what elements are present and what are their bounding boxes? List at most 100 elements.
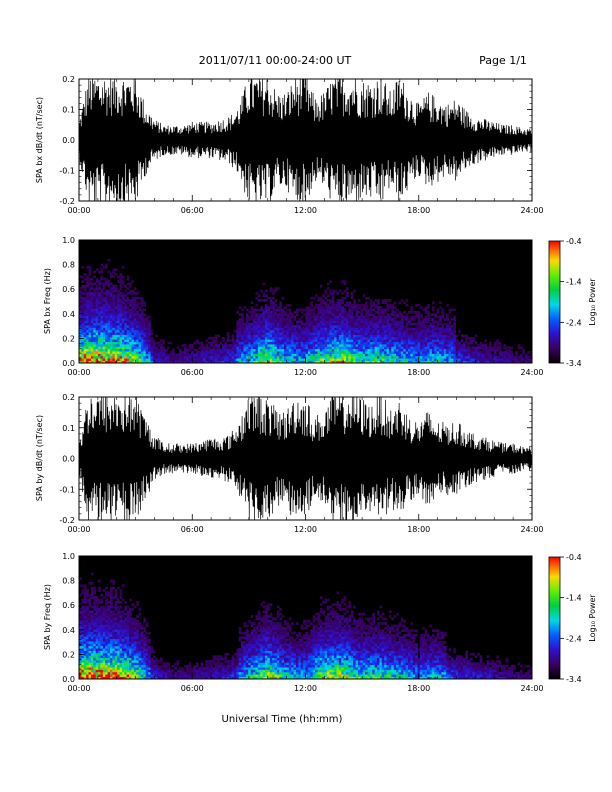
bx-spectrogram-cell [412,339,416,343]
bx-spectrogram-cell [124,313,127,316]
bx-spectrogram-cell [405,339,409,343]
by-spectrogram-cell [98,598,101,602]
bx-spectrogram-cell [393,325,397,328]
bx-spectrogram-cell [133,353,137,357]
bx-spectrogram-cell [236,310,240,314]
by-spectrogram-cell [109,664,113,668]
bx-spectrogram-cell [412,353,416,357]
bx-spectrogram-cell [365,327,368,331]
bx-spectrogram-cell [310,348,313,352]
by-spectrogram-cell [148,674,151,677]
bx-spectrogram-cell [269,329,273,333]
bx-spectrogram-cell [107,318,111,321]
bx-spectrogram-cell [150,351,154,354]
bx-spectrogram-cell [143,348,147,352]
by-spectrogram-cell [138,636,142,640]
bx-spectrogram-cell [346,360,349,364]
bx-spectrogram-cell [412,332,416,335]
bx-spectrogram-cell [193,360,197,364]
bx-spectrogram-cell [439,355,442,359]
bx-spectrogram-cell [334,310,337,314]
bx-spectrogram-cell [119,360,123,364]
bx-spectrogram-cell [434,346,437,350]
bx-spectrogram-cell [460,360,464,364]
bx-spectrogram-cell [343,351,347,354]
bx-spectrogram-cell [369,336,373,340]
bx-spectrogram-cell [121,313,125,316]
bx-spectrogram-cell [274,287,278,290]
bx-spectrogram-cell [479,358,483,361]
bx-spectrogram-cell [169,353,173,357]
bx-spectrogram-cell [90,294,94,298]
by-spectrogram-cell [83,608,87,611]
bx-spectrogram-cell [291,353,294,357]
bx-spectrogram-cell [427,306,430,309]
bx-spectrogram-cell [431,351,435,354]
bx-spectrogram-cell [319,299,323,302]
bx-spectrogram-cell [400,341,404,345]
bx-spectrogram-cell [391,355,395,359]
bx-spectrogram-cell [112,334,116,338]
bx-spectrogram-cell [295,336,299,340]
bx-spectrogram-cell [360,303,364,307]
bx-spectrogram-cell [279,336,282,340]
bx-spectrogram-cell [129,315,132,319]
bx-spectrogram-cell [408,334,411,338]
bx-spectrogram-cell [279,341,282,345]
bx-spectrogram-cell [310,341,313,345]
bx-spectrogram-cell [107,296,111,300]
by-spectrogram-cell [133,626,137,630]
bx-spectrogram-cell [286,308,290,312]
by-spectrogram-cell [117,655,120,659]
by-spectrogram-cell [119,671,123,675]
by-spectrogram-cell [129,636,132,640]
by-spectrogram-cell [121,671,125,675]
bx-spectrogram-cell [202,358,206,361]
bx-spectrogram-cell [272,289,275,293]
bx-spectrogram-cell [274,322,278,326]
bx-spectrogram-cell [458,353,461,357]
bx-spectrogram-cell [272,332,275,335]
by-spectrogram-cell [119,662,123,666]
bx-spectrogram-cell [243,332,247,335]
bx-spectrogram-cell [369,301,373,305]
bx-spectrogram-cell [305,306,309,309]
bx-spectrogram-cell [279,318,282,321]
by-spectrogram-cell [148,638,151,642]
by-spectrogram-cell [105,660,108,663]
bx-spectrogram-cell [121,329,125,333]
bx-spectrogram-cell [315,322,318,326]
bx-spectrogram-cell [441,315,445,319]
by-spectrogram-cell [81,591,85,595]
by-spectrogram-cell [86,650,89,654]
bx-spectrogram-cell [257,358,261,361]
by-spectrogram-cell [138,667,142,670]
bx-spectrogram-cell [224,348,228,352]
bx-spectrogram-cell [317,310,321,314]
bx-spectrogram-cell [238,353,242,357]
by-spectrogram-cell [136,657,139,661]
by-spectrogram-cell [88,652,92,656]
bx-spectrogram-cell [105,318,108,321]
bx-spectrogram-cell [303,332,306,335]
bx-spectrogram-cell [424,332,428,335]
bx-spectrogram-cell [88,266,92,269]
bx-spectrogram-cell [388,329,392,333]
bx-spectrogram-cell [95,296,99,300]
bx-spectrogram-cell [439,322,442,326]
bx-spectrogram-cell [388,332,392,335]
by-spectrogram-cell [109,591,113,595]
bx-spectrogram-cell [400,322,404,326]
bx-spectrogram-cell [367,322,371,326]
bx-spectrogram-cell [112,346,116,350]
bx-spectrogram-cell [248,339,251,343]
by-spectrogram-cell [98,638,101,642]
bx-spectrogram-cell [355,360,359,364]
bx-spectrogram-cell [243,360,247,364]
bx-spectrogram-cell [386,325,390,328]
bx-spectrogram-cell [372,329,375,333]
bx-spectrogram-cell [100,308,104,312]
bx-spectrogram-cell [501,351,504,354]
bx-spectrogram-cell [114,301,118,305]
bx-spectrogram-cell [381,327,385,331]
